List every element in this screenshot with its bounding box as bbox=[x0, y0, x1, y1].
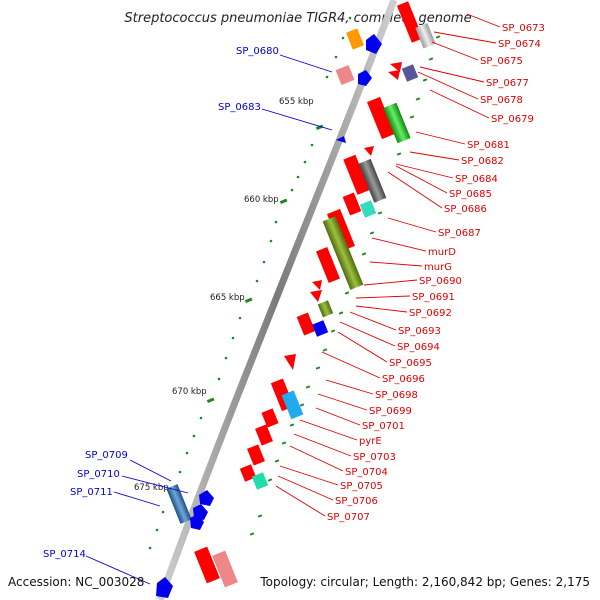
right-leader-lines bbox=[275, 13, 501, 517]
label-sp0707: SP_0707 bbox=[327, 512, 370, 523]
minor-ticks-left bbox=[148, 16, 352, 550]
tick-660kbp bbox=[279, 198, 288, 204]
label-sp0683: SP_0683 bbox=[218, 102, 261, 113]
label-sp0691: SP_0691 bbox=[412, 292, 455, 303]
label-sp0695: SP_0695 bbox=[389, 358, 432, 369]
left-labels: SP_0680 SP_0683 SP_0709 SP_0710 SP_0711 … bbox=[43, 46, 279, 560]
gene-sp0709-feature bbox=[166, 484, 192, 524]
label-sp0709: SP_0709 bbox=[85, 450, 128, 461]
forward-strand-genes bbox=[194, 1, 436, 588]
label-sp0673: SP_0673 bbox=[502, 23, 545, 34]
gene-sp0680-arrow bbox=[358, 70, 372, 86]
label-sp0694: SP_0694 bbox=[397, 342, 440, 353]
gene-sp0680-feature bbox=[335, 64, 355, 86]
label-sp0692: SP_0692 bbox=[409, 308, 452, 319]
label-sp0693: SP_0693 bbox=[398, 326, 441, 337]
label-sp0687: SP_0687 bbox=[438, 228, 481, 239]
label-sp0679: SP_0679 bbox=[491, 114, 534, 125]
tick-label-675kbp: 675 kbp bbox=[134, 483, 169, 493]
label-sp0705: SP_0705 bbox=[340, 481, 383, 492]
gene-sp0711b-arrow bbox=[190, 514, 204, 530]
tick-label-670kbp: 670 kbp bbox=[172, 387, 207, 397]
accession-text: Accession: NC_003028 bbox=[8, 575, 144, 589]
label-sp0698: SP_0698 bbox=[375, 390, 418, 401]
label-sp0680: SP_0680 bbox=[236, 46, 279, 57]
label-sp0675: SP_0675 bbox=[480, 56, 523, 67]
label-sp0677: SP_0677 bbox=[486, 78, 529, 89]
map-title: Streptococcus pneumoniae TIGR4, complete… bbox=[124, 11, 471, 26]
label-sp0701: SP_0701 bbox=[362, 421, 405, 432]
gene-orange-feature bbox=[346, 28, 364, 50]
label-sp0684: SP_0684 bbox=[455, 174, 498, 185]
label-sp0703: SP_0703 bbox=[353, 452, 396, 463]
tick-670kbp bbox=[206, 397, 215, 403]
right-labels: SP_0673 SP_0674 SP_0675 SP_0677 SP_0678 … bbox=[327, 23, 545, 523]
label-sp0678: SP_0678 bbox=[480, 95, 523, 106]
left-leader-lines bbox=[85, 54, 333, 585]
tick-label-655kbp: 655 kbp bbox=[279, 97, 314, 107]
label-sp0686: SP_0686 bbox=[444, 204, 487, 215]
tick-label-660kbp: 660 kbp bbox=[244, 195, 279, 205]
label-sp0699: SP_0699 bbox=[369, 406, 412, 417]
gene-blue-arrow-top bbox=[366, 34, 382, 54]
label-sp0690: SP_0690 bbox=[419, 276, 462, 287]
label-sp0685: SP_0685 bbox=[449, 189, 492, 200]
gene-sp0710-arrow bbox=[199, 490, 214, 506]
tick-655kbp bbox=[315, 124, 324, 130]
gene-sp0714-arrow bbox=[156, 577, 173, 598]
tick-665kbp bbox=[244, 297, 253, 303]
scale-ticks bbox=[169, 124, 324, 496]
label-sp0711: SP_0711 bbox=[70, 487, 113, 498]
label-pyre: pyrE bbox=[359, 436, 382, 447]
label-sp0681: SP_0681 bbox=[467, 140, 510, 151]
genome-summary-text: Topology: circular; Length: 2,160,842 bp… bbox=[259, 575, 590, 589]
label-murd: murD bbox=[428, 247, 456, 258]
label-sp0696: SP_0696 bbox=[382, 374, 425, 385]
gene-sp0683-arrow bbox=[336, 136, 346, 143]
label-sp0710: SP_0710 bbox=[77, 469, 120, 480]
tick-label-665kbp: 665 kbp bbox=[210, 293, 245, 303]
reverse-strand-genes bbox=[156, 28, 382, 598]
label-sp0674: SP_0674 bbox=[498, 39, 541, 50]
label-sp0704: SP_0704 bbox=[345, 467, 388, 478]
label-sp0706: SP_0706 bbox=[335, 496, 378, 507]
label-sp0714: SP_0714 bbox=[43, 549, 86, 560]
label-sp0682: SP_0682 bbox=[461, 156, 504, 167]
label-murg: murG bbox=[424, 262, 452, 273]
